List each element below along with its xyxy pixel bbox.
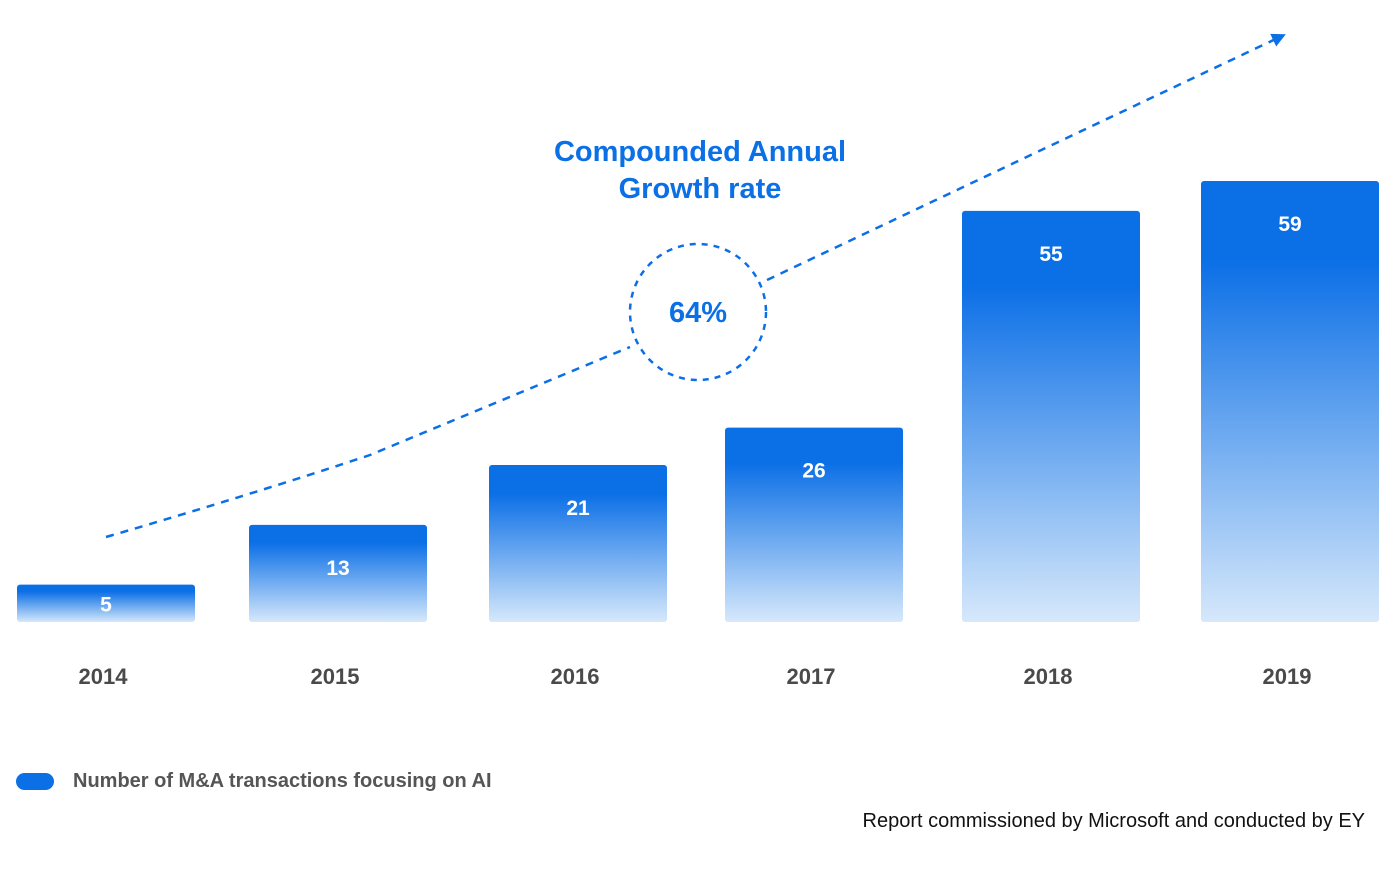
bar-value-label-2017: 26 — [802, 460, 825, 483]
x-tick-label-2016: 2016 — [551, 664, 600, 689]
legend-swatch — [16, 773, 54, 790]
legend-label: Number of M&A transactions focusing on A… — [73, 770, 492, 792]
bar-value-label-2016: 21 — [566, 497, 590, 520]
bar-value-label-2018: 55 — [1039, 243, 1063, 266]
annotation-title-line-2: Growth rate — [619, 173, 782, 205]
annotation-title-line-1: Compounded Annual — [554, 136, 846, 168]
x-tick-label-2015: 2015 — [311, 664, 360, 689]
legend: Number of M&A transactions focusing on A… — [16, 770, 492, 793]
bar-2018 — [962, 210, 1140, 622]
annotation-value: 64% — [669, 297, 727, 329]
labels-layer: 2014 2015 2016 2017 2018 2019 — [79, 664, 1312, 689]
bar-value-label-2019: 59 — [1278, 213, 1301, 236]
x-tick-label-2018: 2018 — [1024, 664, 1073, 689]
growth-annotation: Compounded Annual Growth rate 64% — [105, 36, 1282, 539]
growth-circle — [628, 242, 768, 382]
bar-2017 — [725, 427, 903, 622]
trend-line — [105, 36, 1282, 539]
bar-2016 — [489, 465, 667, 622]
bars-layer: 5 13 21 26 55 59 — [17, 181, 1379, 622]
bar-2015 — [249, 524, 427, 622]
x-tick-label-2019: 2019 — [1263, 664, 1312, 689]
bar-value-label-2015: 13 — [326, 557, 349, 580]
bar-2019 — [1201, 181, 1379, 622]
bar-value-label-2014: 5 — [100, 593, 112, 616]
x-tick-label-2017: 2017 — [787, 664, 836, 689]
x-tick-label-2014: 2014 — [79, 664, 129, 689]
source-note: Report commissioned by Microsoft and con… — [862, 810, 1365, 832]
bar-2014 — [17, 584, 195, 622]
